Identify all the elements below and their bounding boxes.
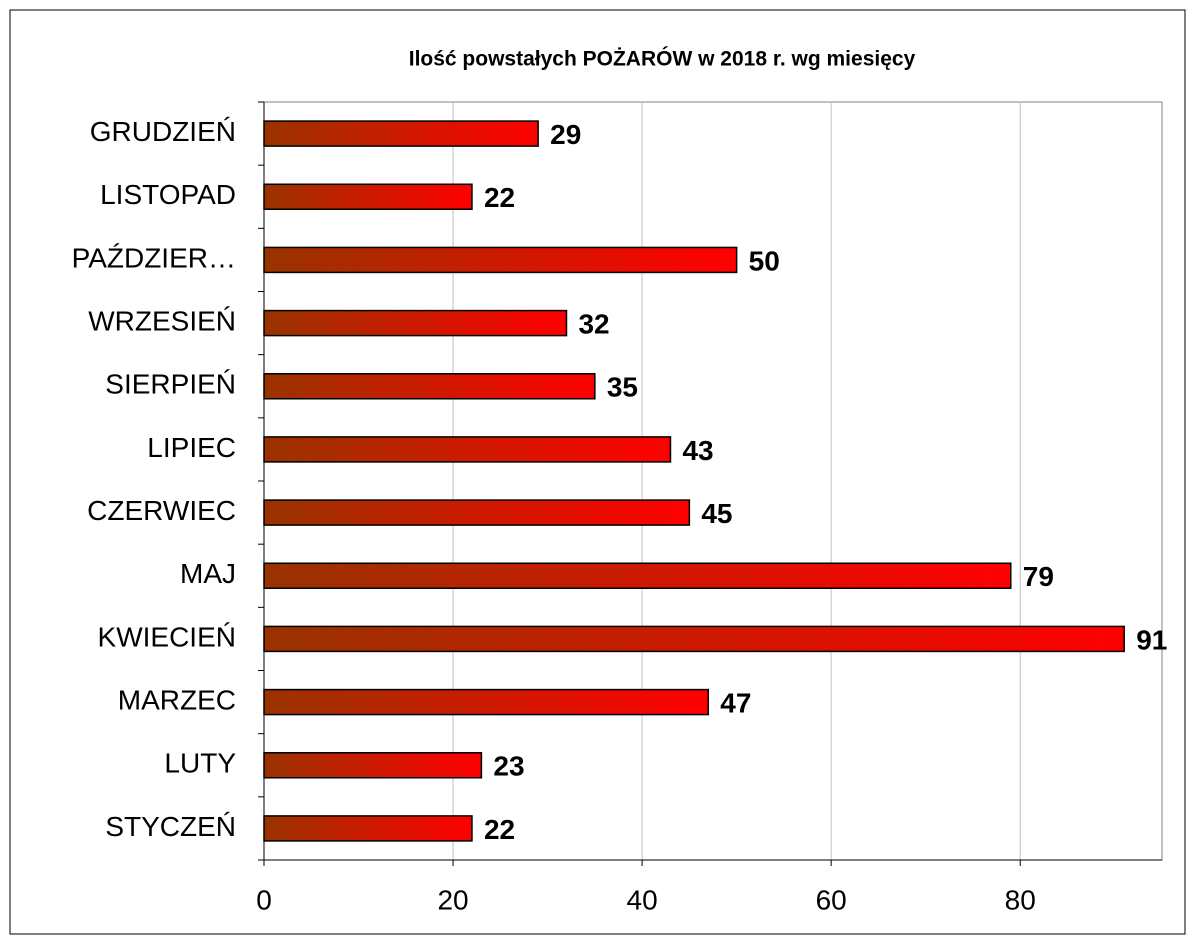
bar [263, 120, 539, 147]
bar [263, 499, 691, 526]
y-tick-label: MAJ [180, 558, 236, 589]
bar [263, 246, 738, 274]
y-tick-label: LUTY [164, 748, 236, 779]
value-label: 23 [493, 751, 524, 782]
y-tick-label: WRZESIEŃ [88, 305, 236, 336]
value-label: 29 [550, 119, 581, 150]
value-label: 79 [1023, 561, 1054, 592]
y-tick-label: GRUDZIEŃ [90, 116, 236, 147]
value-label: 47 [720, 687, 751, 718]
x-tick-label: 0 [256, 884, 272, 915]
x-tick-label: 80 [1005, 884, 1036, 915]
y-tick-label: LIPIEC [147, 432, 236, 463]
value-label: 35 [607, 372, 638, 403]
value-label: 22 [484, 182, 515, 213]
value-label: 43 [682, 435, 713, 466]
chart-title: Ilość powstałych POŻARÓW w 2018 r. wg mi… [409, 47, 916, 71]
y-tick-label: KWIECIEŃ [98, 621, 236, 652]
value-label: 45 [701, 498, 732, 529]
value-label: 32 [578, 308, 609, 339]
value-label: 50 [749, 245, 780, 276]
bar [263, 309, 568, 337]
plot-area [263, 101, 1163, 861]
bar [263, 815, 473, 842]
bar [263, 688, 710, 716]
y-tick-label: SIERPIEŃ [105, 369, 236, 400]
x-tick-label: 60 [816, 884, 847, 915]
bar [263, 562, 1012, 589]
value-label: 22 [484, 814, 515, 845]
y-tick-label: STYCZEŃ [105, 811, 236, 842]
y-tick-label: MARZEC [118, 684, 236, 715]
y-tick-label: PAŹDZIER… [72, 242, 236, 273]
y-tick-label: LISTOPAD [100, 179, 236, 210]
bar [263, 373, 596, 400]
bar [263, 183, 473, 210]
bar [263, 436, 672, 463]
bar [263, 752, 483, 779]
x-tick-label: 40 [627, 884, 658, 915]
y-tick-label: CZERWIEC [87, 495, 236, 526]
bar [263, 625, 1125, 653]
value-label: 91 [1136, 624, 1167, 655]
x-tick-label: 20 [437, 884, 468, 915]
